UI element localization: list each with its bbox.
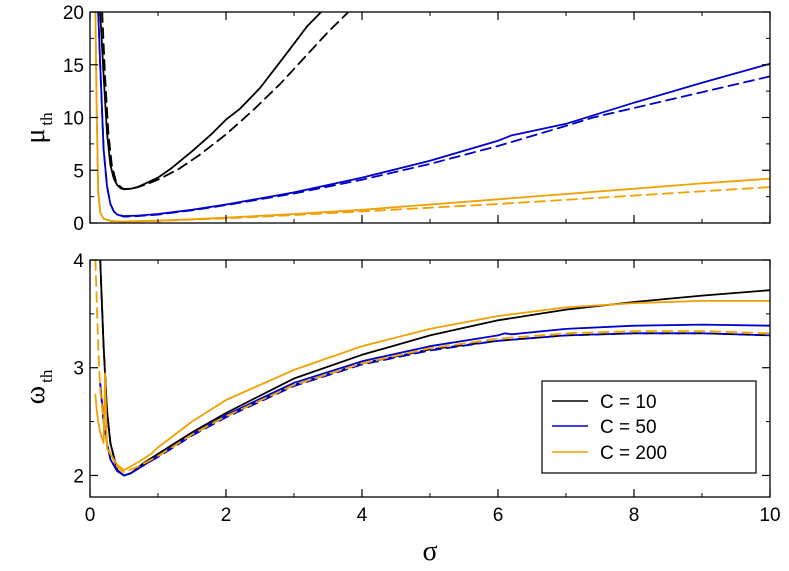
legend-label-c200: C = 200 [600, 443, 667, 464]
mu-ylabel: μ th [20, 112, 56, 144]
omega-ylabel: ω th [20, 369, 56, 404]
mu-ytick-label: 20 [63, 3, 84, 24]
omega-ytick-label: 3 [73, 359, 84, 380]
mu-series-c200-dashed-line [94, 12, 770, 223]
sigma-xlabel: σ [422, 536, 437, 567]
omega-xtick-label: 8 [629, 505, 640, 526]
omega-series-group [94, 260, 770, 477]
mu-series-group [94, 12, 770, 223]
legend-label-c10: C = 10 [600, 392, 657, 413]
omega-ytick-label: 2 [73, 466, 84, 487]
mu-ytick-label: 0 [73, 214, 84, 235]
omega-xtick-label: 0 [85, 505, 96, 526]
mu-panel: 0 5 10 15 20 μ th [20, 3, 771, 235]
omega-series-c200-solid-line [94, 299, 770, 472]
omega-xtick-label: 2 [221, 505, 232, 526]
mu-ytick-label: 10 [63, 109, 84, 130]
omega-ylabel-sub: th [37, 369, 56, 383]
mu-ytick-label: 15 [63, 56, 84, 77]
mu-series-c10-solid-line [99, 12, 323, 191]
omega-xtick-label: 6 [493, 505, 504, 526]
omega-ytick-label: 4 [73, 251, 84, 272]
omega-ylabel-main: ω [20, 386, 51, 404]
mu-ylabel-main: μ [20, 129, 51, 144]
mu-plot-frame [89, 11, 771, 224]
mu-ticks: 0 5 10 15 20 [63, 3, 771, 235]
mu-series-c200-solid-line [94, 12, 770, 223]
mu-ytick-label: 5 [73, 161, 84, 182]
omega-xtick-label: 10 [759, 505, 780, 526]
mu-series-c50-dashed-line [97, 12, 770, 218]
omega-series-c200-dashed-line [94, 260, 770, 474]
mu-ylabel-sub: th [37, 112, 56, 126]
legend: C = 10 C = 50 C = 200 [541, 380, 757, 474]
legend-label-c50: C = 50 [600, 417, 657, 438]
mu-series-c10-dashed-line [101, 12, 350, 191]
legend-box [541, 380, 757, 474]
omega-plot-frame [89, 259, 771, 498]
omega-series-c50-dashed-line [99, 332, 770, 477]
omega-xtick-label: 4 [357, 505, 368, 526]
